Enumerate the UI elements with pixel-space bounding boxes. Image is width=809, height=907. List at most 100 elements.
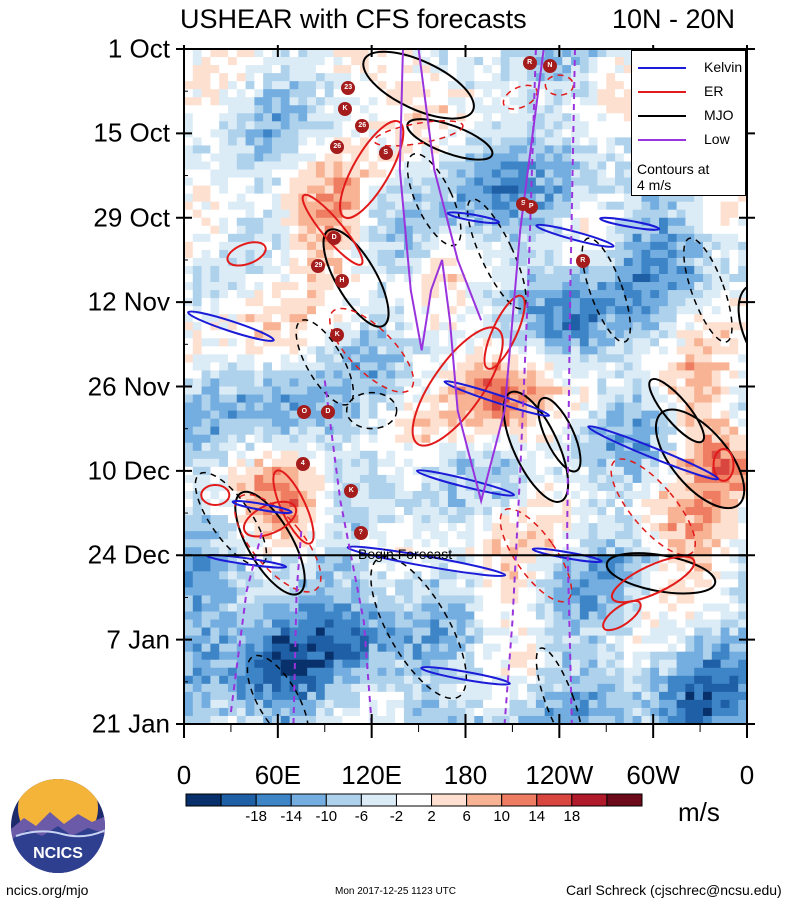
heatmap-cell	[298, 523, 308, 532]
heatmap-cell	[650, 474, 660, 484]
heatmap-cell	[509, 651, 519, 661]
heatmap-cell	[509, 523, 519, 532]
heatmap-cell	[553, 587, 563, 597]
heatmap-cell	[377, 474, 387, 484]
heatmap-cell	[271, 97, 282, 106]
heatmap-cell	[553, 233, 563, 243]
heatmap-cell	[403, 105, 414, 114]
heatmap-cell	[474, 265, 484, 275]
heatmap-cell	[738, 362, 747, 372]
heatmap-cell	[192, 474, 203, 484]
heatmap-cell	[729, 619, 739, 629]
heatmap-cell	[412, 531, 423, 540]
heatmap-cell	[201, 274, 211, 283]
heatmap-cell	[210, 137, 220, 147]
heatmap-cell	[676, 201, 687, 211]
heatmap-cell	[544, 474, 555, 484]
heatmap-cell	[377, 65, 387, 74]
heatmap-cell	[386, 89, 396, 98]
heatmap-cell	[641, 378, 651, 388]
heatmap-cell	[711, 426, 722, 436]
heatmap-cell	[491, 322, 502, 331]
heatmap-cell	[298, 619, 308, 629]
heatmap-cell	[456, 330, 467, 339]
heatmap-cell	[315, 145, 326, 155]
heatmap-cell	[430, 539, 440, 548]
heatmap-cell	[439, 643, 449, 653]
heatmap-cell	[280, 458, 291, 468]
heatmap-cell	[632, 587, 643, 597]
heatmap-cell	[456, 515, 467, 524]
heatmap-cell	[447, 402, 458, 412]
heatmap-cell	[597, 153, 607, 163]
heatmap-cell	[439, 442, 449, 452]
heatmap-cell	[500, 65, 511, 74]
heatmap-cell	[201, 378, 211, 388]
heatmap-cell	[659, 338, 669, 347]
heatmap-cell	[324, 619, 335, 629]
heatmap-cell	[685, 651, 695, 661]
heatmap-cell	[210, 89, 220, 98]
heatmap-cell	[386, 426, 396, 436]
heatmap-cell	[535, 651, 546, 661]
heatmap-cell	[403, 547, 414, 556]
heatmap-cell	[201, 555, 211, 564]
heatmap-cell	[500, 547, 511, 556]
heatmap-cell	[571, 249, 581, 259]
heatmap-cell	[298, 225, 308, 235]
heatmap-cell	[720, 370, 731, 380]
heatmap-cell	[219, 346, 229, 355]
heatmap-cell	[412, 507, 423, 516]
heatmap-cell	[324, 209, 335, 219]
heatmap-cell	[650, 249, 660, 259]
heatmap-cell	[307, 225, 317, 235]
heatmap-cell	[368, 539, 379, 548]
heatmap-cell	[386, 507, 396, 516]
heatmap-cell	[351, 619, 361, 629]
heatmap-cell	[395, 298, 405, 307]
heatmap-cell	[606, 659, 616, 669]
heatmap-cell	[192, 257, 203, 267]
heatmap-cell	[403, 145, 414, 155]
heatmap-cell	[659, 282, 669, 291]
heatmap-cell	[430, 338, 440, 347]
heatmap-cell	[289, 563, 299, 572]
heatmap-cell	[641, 233, 651, 243]
heatmap-cell	[456, 571, 467, 580]
heatmap-cell	[236, 274, 247, 283]
heatmap-cell	[535, 57, 546, 66]
heatmap-cell	[562, 265, 572, 275]
heatmap-cell	[368, 603, 379, 613]
heatmap-cell	[720, 330, 731, 339]
heatmap-cell	[227, 434, 238, 444]
heatmap-cell	[324, 185, 335, 195]
heatmap-cell	[333, 410, 343, 420]
heatmap-cell	[544, 185, 555, 195]
heatmap-cell	[263, 410, 273, 420]
heatmap-cell	[606, 57, 616, 66]
heatmap-cell	[659, 330, 669, 339]
heatmap-cell	[307, 362, 317, 372]
heatmap-cell	[377, 81, 387, 90]
heatmap-cell	[553, 450, 563, 460]
heatmap-cell	[474, 314, 484, 323]
heatmap-cell	[483, 378, 493, 388]
heatmap-cell	[227, 466, 238, 476]
heatmap-cell	[412, 153, 423, 163]
heatmap-cell	[254, 571, 264, 580]
heatmap-cell	[606, 322, 616, 331]
heatmap-cell	[245, 627, 255, 637]
heatmap-cell	[430, 105, 440, 114]
heatmap-cell	[403, 169, 414, 179]
heatmap-cell	[615, 651, 625, 661]
heatmap-cell	[368, 442, 379, 452]
heatmap-cell	[491, 137, 502, 147]
heatmap-cell	[456, 651, 467, 661]
heatmap-cell	[544, 418, 555, 428]
heatmap-cell	[623, 57, 634, 66]
heatmap-cell	[315, 121, 326, 130]
heatmap-cell	[456, 65, 467, 74]
heatmap-cell	[333, 571, 343, 580]
heatmap-cell	[403, 322, 414, 331]
heatmap-cell	[254, 201, 264, 211]
